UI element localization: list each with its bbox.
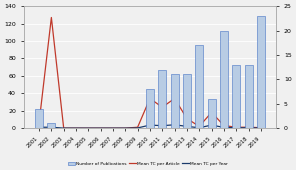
Bar	[47, 123, 55, 128]
Mean TC per Article	[148, 97, 152, 99]
Mean TC per Year	[111, 127, 115, 129]
Mean TC per Article	[222, 124, 226, 126]
Bar	[232, 65, 240, 128]
Line: Mean TC per Year: Mean TC per Year	[39, 125, 261, 128]
Mean TC per Article	[234, 126, 238, 128]
Mean TC per Article	[74, 127, 78, 129]
Mean TC per Year	[197, 127, 201, 129]
Mean TC per Year	[136, 127, 139, 129]
Mean TC per Year	[160, 125, 164, 127]
Bar	[207, 99, 215, 128]
Mean TC per Year	[222, 126, 226, 129]
Mean TC per Year	[37, 126, 41, 128]
Mean TC per Article	[136, 126, 139, 128]
Mean TC per Article	[111, 127, 115, 129]
Mean TC per Year	[148, 124, 152, 126]
Mean TC per Article	[123, 127, 127, 129]
Mean TC per Year	[234, 127, 238, 129]
Bar	[35, 109, 43, 128]
Mean TC per Article	[247, 126, 250, 128]
Bar	[195, 45, 203, 128]
Mean TC per Article	[86, 127, 90, 129]
Mean TC per Article	[62, 127, 65, 129]
Line: Mean TC per Article: Mean TC per Article	[39, 18, 261, 128]
Legend: Number of Publications, Mean TC per Article, Mean TC per Year: Number of Publications, Mean TC per Arti…	[66, 160, 230, 168]
Mean TC per Year	[50, 126, 53, 128]
Bar	[257, 16, 265, 128]
Mean TC per Article	[173, 97, 176, 99]
Mean TC per Article	[160, 106, 164, 108]
Bar	[170, 74, 178, 128]
Mean TC per Year	[185, 125, 189, 127]
Bar	[183, 74, 191, 128]
Mean TC per Year	[86, 127, 90, 129]
Bar	[158, 70, 166, 128]
Mean TC per Article	[37, 122, 41, 124]
Mean TC per Article	[210, 111, 213, 113]
Mean TC per Article	[197, 125, 201, 127]
Mean TC per Year	[62, 127, 65, 129]
Mean TC per Year	[259, 127, 263, 129]
Mean TC per Year	[123, 127, 127, 129]
Mean TC per Year	[173, 124, 176, 126]
Bar	[244, 65, 252, 128]
Mean TC per Article	[185, 117, 189, 120]
Mean TC per Year	[74, 127, 78, 129]
Mean TC per Article	[99, 127, 102, 129]
Bar	[220, 31, 228, 128]
Mean TC per Year	[247, 127, 250, 129]
Bar	[146, 89, 154, 128]
Mean TC per Year	[99, 127, 102, 129]
Mean TC per Article	[50, 16, 53, 19]
Mean TC per Year	[210, 124, 213, 126]
Mean TC per Article	[259, 127, 263, 129]
